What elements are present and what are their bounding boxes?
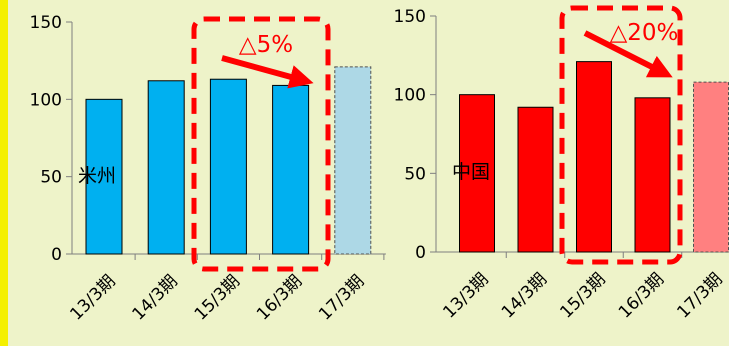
bar-forecast — [334, 66, 372, 255]
decline-arrow-icon — [221, 55, 314, 89]
highlight-box — [559, 5, 683, 265]
y-tick-label: 50 — [404, 164, 426, 184]
bar — [634, 97, 671, 253]
y-tick-label: 100 — [30, 90, 62, 110]
highlight-box — [191, 16, 331, 272]
y-tick-label: 0 — [415, 243, 426, 263]
bar — [147, 80, 185, 255]
region-label: 中国 — [452, 161, 490, 183]
y-tick-label: 150 — [30, 13, 62, 33]
y-tick-label: 150 — [394, 7, 426, 27]
x-tick-label: 17/3期 — [673, 269, 726, 322]
x-tick-label: 16/3期 — [615, 269, 668, 322]
x-tick-label: 14/3期 — [498, 269, 551, 322]
y-tick-label: 0 — [51, 245, 62, 265]
x-tick-label: 13/3期 — [439, 269, 492, 322]
bar — [85, 98, 123, 255]
bar-forecast — [693, 81, 729, 253]
accent-bar — [0, 0, 8, 346]
bar — [459, 94, 495, 253]
region-label: 米州 — [78, 165, 116, 187]
y-tick-label: 100 — [394, 86, 426, 106]
x-tick-label: 15/3期 — [556, 269, 609, 322]
bar — [209, 78, 247, 255]
y-tick-label: 50 — [40, 168, 62, 188]
decline-arrow-icon — [583, 30, 673, 78]
change-annotation: △20% — [610, 20, 679, 46]
bar — [517, 106, 554, 253]
bar — [272, 84, 310, 255]
change-annotation: △5% — [239, 32, 293, 58]
bar — [576, 61, 612, 253]
